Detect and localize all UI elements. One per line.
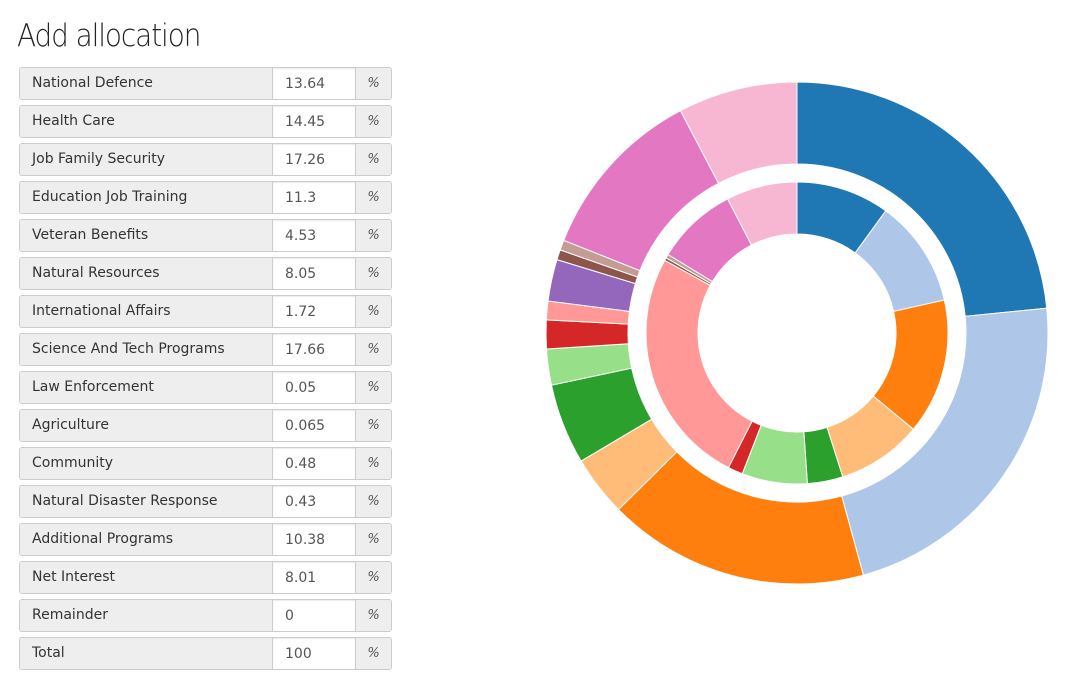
allocation-input[interactable]: [273, 448, 355, 479]
allocation-input[interactable]: [273, 600, 355, 631]
allocation-input[interactable]: [273, 562, 355, 593]
percent-addon: %: [355, 220, 391, 251]
allocation-label: Job Family Security: [20, 144, 273, 175]
allocation-row-veteran-benefits: Veteran Benefits %: [19, 219, 392, 252]
percent-addon: %: [355, 144, 391, 175]
allocation-input[interactable]: [273, 334, 355, 365]
percent-addon: %: [355, 448, 391, 479]
outer-ring: [545, 81, 1049, 585]
allocation-row-remainder: Remainder %: [19, 599, 392, 632]
allocation-row-community: Community %: [19, 447, 392, 480]
inner-ring: [645, 181, 949, 485]
allocation-input[interactable]: [273, 486, 355, 517]
allocation-label: Remainder: [20, 600, 273, 631]
allocation-row-natural-disaster-response: Natural Disaster Response %: [19, 485, 392, 518]
allocation-row-agriculture: Agriculture %: [19, 409, 392, 442]
allocation-row-total: Total %: [19, 637, 392, 670]
allocation-input[interactable]: [273, 258, 355, 289]
percent-addon: %: [355, 296, 391, 327]
allocation-label: Agriculture: [20, 410, 273, 441]
percent-addon: %: [355, 182, 391, 213]
allocation-label: Natural Disaster Response: [20, 486, 273, 517]
allocation-donut-chart: [545, 81, 1049, 585]
allocation-input[interactable]: [273, 106, 355, 137]
allocation-label: Community: [20, 448, 273, 479]
allocation-row-education-job-training: Education Job Training %: [19, 181, 392, 214]
allocation-label: Veteran Benefits: [20, 220, 273, 251]
allocation-row-international-affairs: International Affairs %: [19, 295, 392, 328]
percent-addon: %: [355, 562, 391, 593]
allocation-label: Law Enforcement: [20, 372, 273, 403]
allocation-row-science-and-tech-programs: Science And Tech Programs %: [19, 333, 392, 366]
allocation-row-law-enforcement: Law Enforcement %: [19, 371, 392, 404]
outer-ring-slice-12: [679, 81, 798, 184]
allocation-input[interactable]: [273, 372, 355, 403]
allocation-input[interactable]: [273, 638, 355, 669]
allocation-row-net-interest: Net Interest %: [19, 561, 392, 594]
allocation-input[interactable]: [273, 182, 355, 213]
allocation-input[interactable]: [273, 296, 355, 327]
percent-addon: %: [355, 372, 391, 403]
outer-ring-slice-6: [545, 319, 629, 350]
allocation-row-health-care: Health Care %: [19, 105, 392, 138]
outer-ring-slice-1: [841, 307, 1049, 576]
allocation-label: Education Job Training: [20, 182, 273, 213]
allocation-label: Health Care: [20, 106, 273, 137]
allocation-input[interactable]: [273, 144, 355, 175]
allocation-label: Total: [20, 638, 273, 669]
allocation-input[interactable]: [273, 220, 355, 251]
allocation-label: Net Interest: [20, 562, 273, 593]
percent-addon: %: [355, 486, 391, 517]
allocation-input[interactable]: [273, 68, 355, 99]
allocation-label: Natural Resources: [20, 258, 273, 289]
allocation-label: Science And Tech Programs: [20, 334, 273, 365]
inner-ring-slice-11: [726, 181, 798, 246]
allocation-label: Additional Programs: [20, 524, 273, 555]
allocation-input[interactable]: [273, 524, 355, 555]
allocation-row-additional-programs: Additional Programs %: [19, 523, 392, 556]
percent-addon: %: [355, 638, 391, 669]
allocation-label: National Defence: [20, 68, 273, 99]
percent-addon: %: [355, 524, 391, 555]
percent-addon: %: [355, 68, 391, 99]
allocation-row-natural-resources: Natural Resources %: [19, 257, 392, 290]
allocation-row-national-defence: National Defence %: [19, 67, 392, 100]
allocation-label: International Affairs: [20, 296, 273, 327]
allocation-row-job-family-security: Job Family Security %: [19, 143, 392, 176]
percent-addon: %: [355, 334, 391, 365]
outer-ring-slice-0: [796, 81, 1048, 317]
percent-addon: %: [355, 258, 391, 289]
allocation-form: National Defence % Health Care % Job Fam…: [19, 67, 392, 675]
page-title: Add allocation: [17, 18, 201, 54]
percent-addon: %: [355, 600, 391, 631]
percent-addon: %: [355, 410, 391, 441]
allocation-input[interactable]: [273, 410, 355, 441]
percent-addon: %: [355, 106, 391, 137]
